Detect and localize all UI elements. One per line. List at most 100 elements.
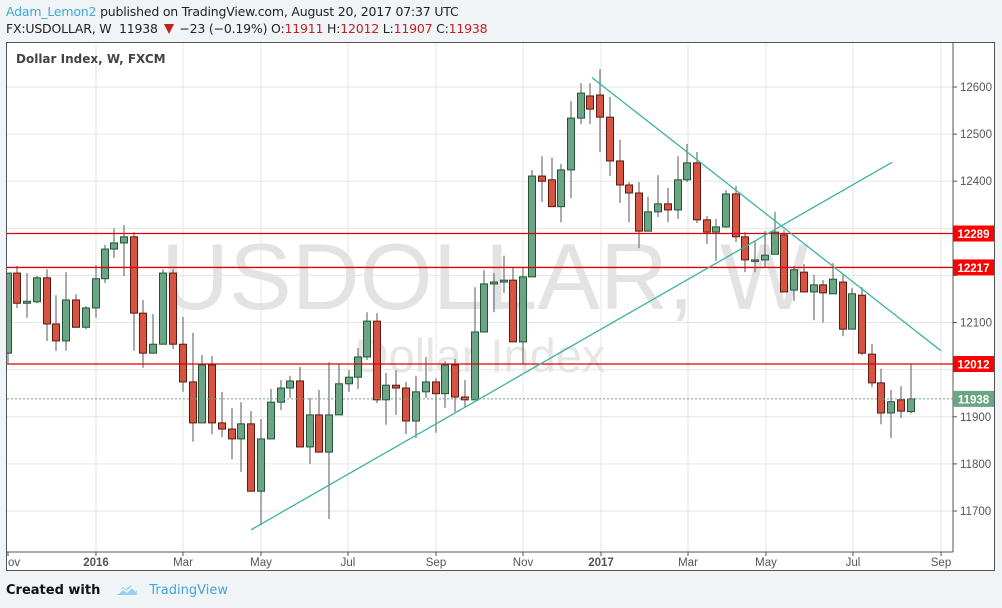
candle-down[interactable] [52, 323, 60, 342]
candle-down[interactable] [868, 353, 876, 384]
candle-down[interactable] [139, 312, 147, 354]
candle-down[interactable] [208, 364, 216, 424]
candle-up[interactable] [490, 281, 498, 285]
candle-up[interactable] [267, 401, 275, 440]
candle-up[interactable] [712, 226, 720, 233]
tradingview-link[interactable]: TradingView [149, 583, 228, 598]
candle-down[interactable] [392, 384, 400, 389]
candle-down[interactable] [877, 382, 885, 414]
candle-up[interactable] [110, 242, 118, 250]
candle-down[interactable] [732, 193, 740, 238]
candle-down[interactable] [451, 364, 459, 398]
candle-down[interactable] [402, 387, 410, 422]
candle-up[interactable] [790, 269, 798, 291]
candle-down[interactable] [247, 423, 255, 492]
candle-up[interactable] [345, 376, 353, 385]
candle-up[interactable] [277, 387, 285, 403]
candle-down[interactable] [693, 162, 701, 221]
candle-up[interactable] [363, 320, 371, 358]
candle-up[interactable] [306, 414, 314, 448]
candle-up[interactable] [577, 92, 585, 119]
candle-up[interactable] [557, 169, 565, 208]
candle-down[interactable] [819, 284, 827, 294]
candle-down[interactable] [586, 95, 594, 110]
candle-up[interactable] [500, 279, 508, 283]
candle-up[interactable] [120, 236, 128, 244]
candle-down[interactable] [800, 271, 808, 293]
candle-down[interactable] [548, 179, 556, 208]
candle-down[interactable] [72, 299, 80, 328]
candle-up[interactable] [92, 278, 100, 309]
candle-up[interactable] [198, 364, 206, 424]
level-price-badge-label: 12012 [958, 360, 990, 372]
candle-down[interactable] [218, 422, 226, 430]
candle-down[interactable] [179, 343, 187, 383]
candle-up[interactable] [887, 401, 895, 414]
candle-down[interactable] [296, 380, 304, 448]
candle-up[interactable] [422, 381, 430, 393]
candle-up[interactable] [382, 384, 390, 401]
candle-up[interactable] [159, 272, 167, 345]
candle-down[interactable] [703, 219, 711, 233]
candle-up[interactable] [771, 231, 779, 255]
candle-down[interactable] [509, 279, 517, 343]
candle-down[interactable] [616, 160, 624, 186]
author-link[interactable]: Adam_Lemon2 [6, 4, 97, 19]
candle-up[interactable] [722, 193, 730, 228]
candle-up[interactable] [441, 364, 449, 395]
candle-down[interactable] [373, 320, 381, 401]
time-tick-label: Sep [931, 557, 951, 569]
candle-up[interactable] [101, 248, 109, 280]
candle-down[interactable] [432, 381, 440, 395]
candle-up[interactable] [567, 117, 575, 171]
candle-down[interactable] [606, 116, 614, 162]
candle-up[interactable] [751, 259, 759, 262]
candle-up[interactable] [761, 254, 769, 261]
candle-down[interactable] [780, 234, 788, 293]
candle-down[interactable] [189, 381, 197, 424]
candle-down[interactable] [130, 236, 138, 314]
candle-up[interactable] [471, 331, 479, 401]
candle-down[interactable] [625, 184, 633, 194]
candle-up[interactable] [480, 283, 488, 333]
candle-up[interactable] [829, 278, 837, 295]
candle-down[interactable] [169, 272, 177, 345]
candle-up[interactable] [907, 398, 915, 413]
candle-up[interactable] [354, 356, 362, 378]
candle-up[interactable] [325, 414, 333, 453]
candle-down[interactable] [228, 428, 236, 440]
candle-down[interactable] [13, 272, 21, 304]
candle-up[interactable] [519, 276, 527, 343]
trendline-descending-resistance[interactable] [591, 77, 942, 352]
candle-up[interactable] [674, 179, 682, 211]
candle-up[interactable] [286, 380, 294, 389]
candle-down[interactable] [839, 281, 847, 330]
candle-up[interactable] [149, 343, 157, 354]
candle-down[interactable] [596, 94, 604, 118]
candle-up[interactable] [654, 203, 662, 213]
candle-down[interactable] [858, 294, 866, 354]
trendline-ascending-support[interactable] [250, 161, 893, 531]
candle-up[interactable] [644, 211, 652, 232]
candle-up[interactable] [810, 284, 818, 293]
candle-down[interactable] [664, 203, 672, 211]
candle-down[interactable] [315, 414, 323, 453]
candle-up[interactable] [528, 175, 536, 278]
down-triangle-icon [163, 24, 174, 34]
candle-up[interactable] [5, 272, 12, 354]
candle-up[interactable] [62, 299, 70, 342]
candle-down[interactable] [897, 399, 905, 412]
candle-up[interactable] [33, 277, 41, 303]
candle-down[interactable] [538, 175, 546, 182]
candle-up[interactable] [237, 423, 245, 440]
price-tick-label: 12400 [960, 176, 992, 188]
candle-down[interactable] [635, 192, 643, 232]
candle-up[interactable] [257, 438, 265, 492]
candle-up[interactable] [23, 300, 31, 304]
candle-up[interactable] [848, 293, 856, 330]
candle-up[interactable] [412, 391, 420, 422]
candle-up[interactable] [82, 307, 90, 328]
candle-up[interactable] [683, 162, 691, 181]
candle-down[interactable] [43, 277, 51, 325]
